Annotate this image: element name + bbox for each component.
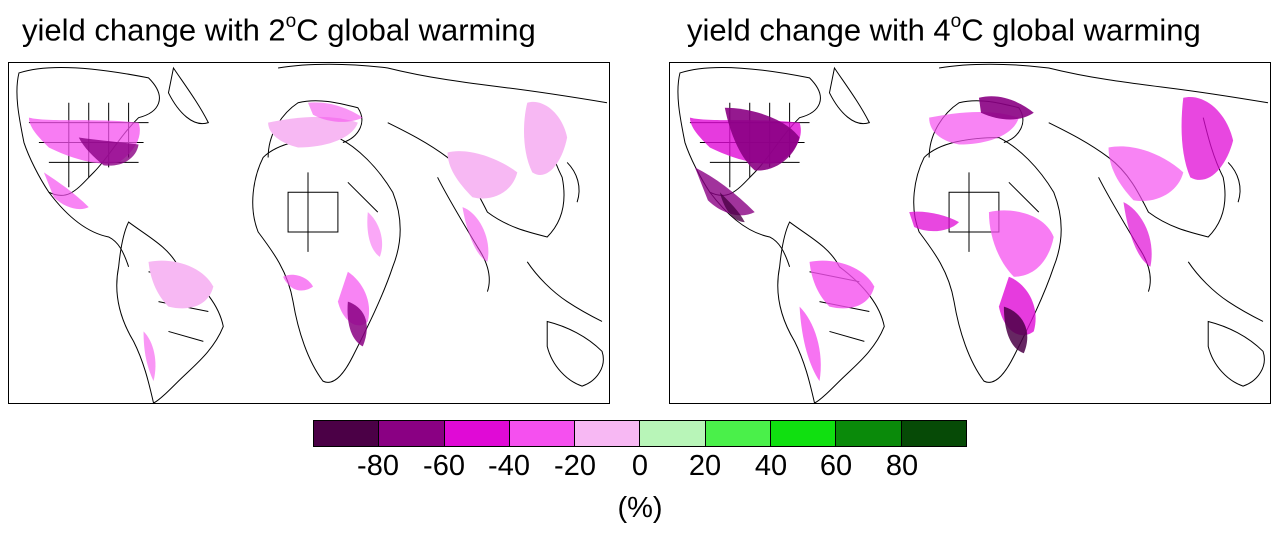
- colorbar-tick-label: 0: [631, 450, 649, 482]
- colorbar-tick-label: -80: [357, 450, 399, 482]
- colorbar-tick-label: -60: [423, 450, 465, 482]
- colorbar-tick-label: 60: [819, 450, 853, 482]
- panel-title-4c: yield change with 4oC global warming: [687, 11, 1201, 48]
- colorbar-box: [836, 421, 902, 446]
- yield-change-shading-4c: [689, 96, 1234, 382]
- map-2c-warming: [8, 62, 610, 404]
- colorbar-box: [705, 421, 772, 446]
- colorbar-box: [771, 421, 837, 446]
- colorbar-box: [640, 421, 706, 446]
- colorbar-box: [314, 421, 380, 446]
- colorbar-box: [901, 421, 966, 446]
- colorbar: [313, 420, 967, 447]
- colorbar-box: [509, 421, 576, 446]
- panel-title-2c: yield change with 2oC global warming: [22, 11, 536, 48]
- colorbar-box: [379, 421, 445, 446]
- colorbar-box: [575, 421, 641, 446]
- colorbar-tick-label: -20: [554, 450, 596, 482]
- map-4c-warming: [669, 62, 1271, 404]
- yield-change-shading-2c: [28, 101, 568, 382]
- colorbar-tick-label: 80: [885, 450, 919, 482]
- colorbar-tick-label: -40: [488, 450, 530, 482]
- colorbar-box: [444, 421, 510, 446]
- colorbar-unit-label: (%): [617, 492, 663, 524]
- colorbar-tick-label: 40: [754, 450, 788, 482]
- land-outlines: [16, 63, 608, 403]
- colorbar-tick-label: 20: [688, 450, 722, 482]
